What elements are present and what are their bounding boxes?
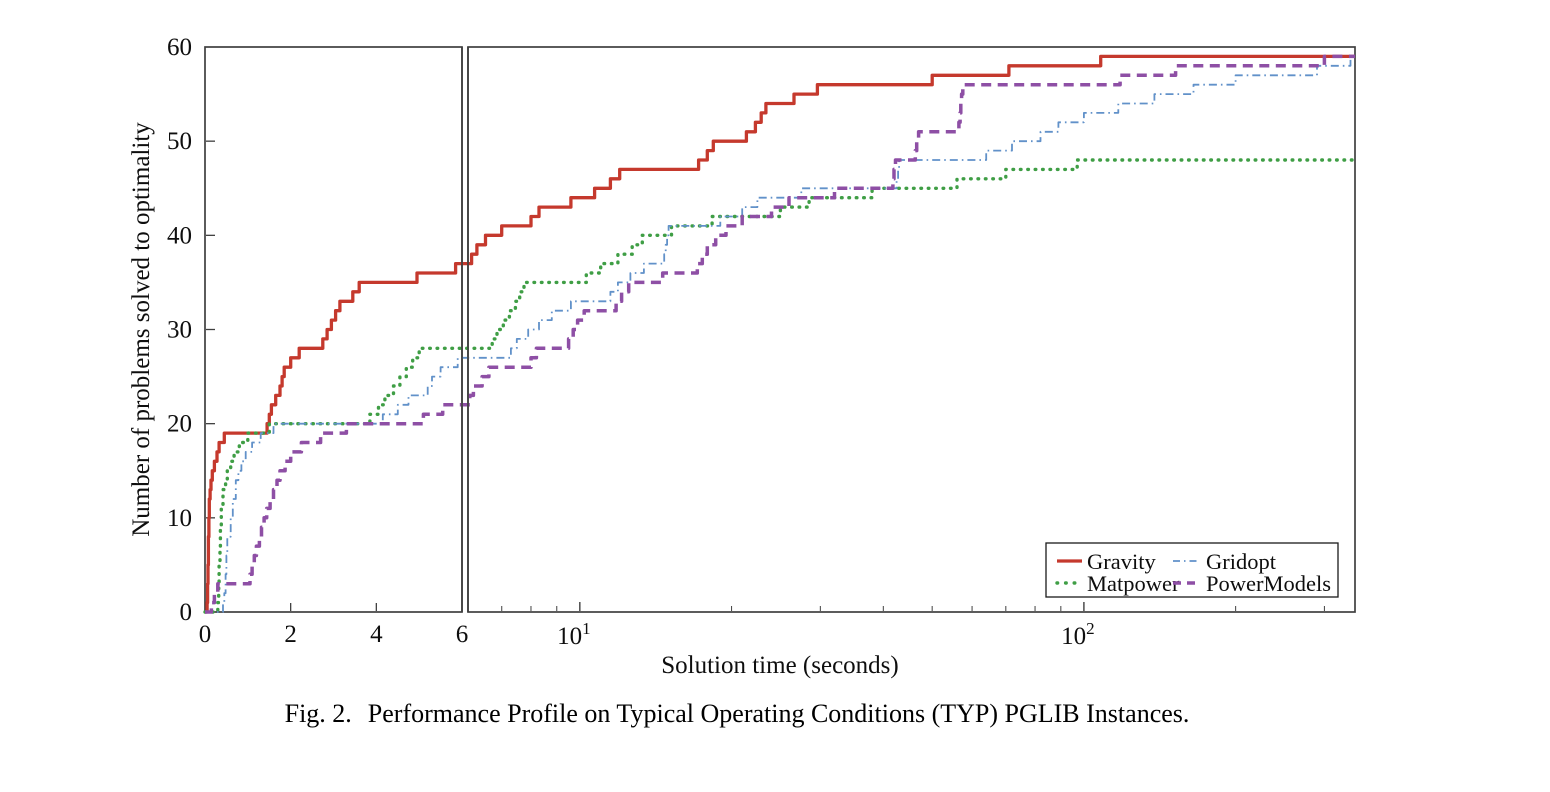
figure-caption: Fig. 2. Performance Profile on Typical Op…: [0, 699, 1512, 729]
x-tick-label-10e1: 101: [557, 619, 591, 650]
x-axis-label: Solution time (seconds): [661, 652, 898, 679]
y-tick-label-0: 0: [180, 599, 193, 626]
figure-caption-text: Performance Profile on Typical Operating…: [367, 699, 1190, 728]
plot-panel-log: [467, 46, 1356, 613]
x-tick-label-4: 4: [370, 621, 383, 648]
legend-label-gridopt: Gridopt: [1206, 549, 1277, 574]
y-axis-label: Number of problems solved to optimality: [128, 122, 155, 537]
legend-box: [1045, 542, 1339, 598]
y-tick-label-30: 30: [167, 317, 192, 344]
x-tick-label-10e2: 102: [1061, 619, 1095, 650]
x-tick-label-6: 6: [456, 621, 469, 648]
series-line-gridopt: [205, 55, 1355, 613]
plot-panel-linear: [204, 46, 463, 613]
legend-label-powermodels: PowerModels: [1206, 571, 1331, 596]
y-tick-label-40: 40: [167, 222, 192, 249]
y-tick-label-50: 50: [167, 128, 192, 155]
legend-label-matpower: Matpower: [1087, 571, 1180, 596]
x-tick-label-2: 2: [284, 621, 297, 648]
y-tick-label-20: 20: [167, 411, 192, 438]
y-tick-label-10: 10: [167, 505, 192, 532]
figure-caption-label: Fig. 2.: [284, 699, 352, 728]
performance-profile-chart: 0 10 20 30 40 50 60 0 2 4 6 101 102 Solution time (se…: [128, 34, 1357, 679]
y-tick-label-60: 60: [167, 34, 192, 61]
series-line-gravity: [205, 54, 1355, 614]
x-tick-label-0: 0: [199, 621, 212, 648]
series-line-powermodels: [205, 54, 1355, 614]
legend-label-gravity: Gravity: [1087, 549, 1156, 574]
